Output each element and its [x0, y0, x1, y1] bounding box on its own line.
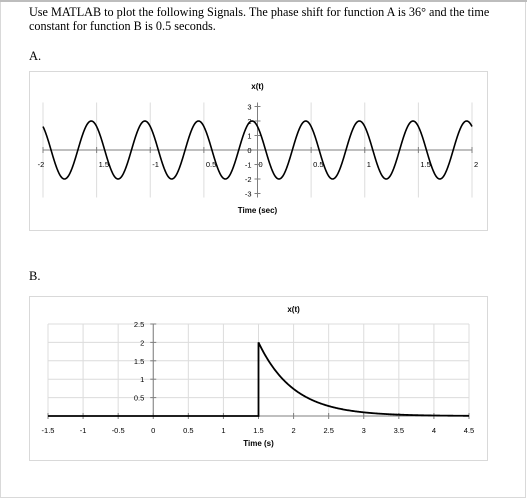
x-tick-label: -0.5 [112, 426, 125, 435]
top-rule [0, 0, 527, 2]
x-tick-label: 2 [291, 426, 295, 435]
x-tick-label: 1.5 [420, 160, 430, 169]
x-tick-label: 0.5 [206, 160, 216, 169]
y-tick-label: 2.5 [134, 320, 144, 329]
x-tick-label: 4 [432, 426, 436, 435]
y-tick-label: 1.5 [134, 357, 144, 366]
y-tick-label: 1 [140, 375, 144, 384]
part-a-label: A. [29, 49, 42, 63]
x-tick-label: 2.5 [323, 426, 333, 435]
x-tick-label: 1 [221, 426, 225, 435]
chart-a-title: x(t) [251, 82, 264, 91]
x-tick-label: 3.5 [394, 426, 404, 435]
y-tick-label: -2 [245, 175, 252, 184]
x-tick-label: -1 [152, 160, 159, 169]
x-tick-label: 1.5 [99, 160, 109, 169]
question-text: Use MATLAB to plot the following Signals… [29, 5, 490, 33]
x-tick-label: 1 [367, 160, 371, 169]
chart-a-xlabel: Time (sec) [238, 206, 278, 215]
y-tick-label: 2 [140, 338, 144, 347]
x-tick-label: 0.5 [183, 426, 193, 435]
x-tick-label: 4.5 [464, 426, 474, 435]
x-tick-label: 0.5 [313, 160, 323, 169]
y-tick-label: 1 [247, 132, 251, 141]
x-tick-label: -1 [80, 426, 87, 435]
x-tick-label: 0 [259, 160, 263, 169]
x-tick-label: 1.5 [253, 426, 263, 435]
y-tick-label: -1 [245, 161, 252, 170]
y-tick-label: 0 [247, 146, 251, 155]
y-tick-label: -3 [245, 190, 252, 199]
chart-b-xlabel: Time (s) [243, 439, 274, 448]
chart-b-title: x(t) [287, 305, 300, 314]
x-tick-label: -2 [38, 160, 45, 169]
y-tick-label: 0.5 [134, 394, 144, 403]
x-tick-label: -1.5 [42, 426, 55, 435]
part-b-label: B. [29, 269, 41, 283]
y-tick-label: 3 [247, 103, 251, 112]
signal-a-line [42, 120, 473, 180]
x-tick-label: 2 [474, 160, 478, 169]
x-tick-label: 0 [151, 426, 155, 435]
signal-b-line [48, 342, 470, 417]
x-tick-label: 3 [362, 426, 366, 435]
